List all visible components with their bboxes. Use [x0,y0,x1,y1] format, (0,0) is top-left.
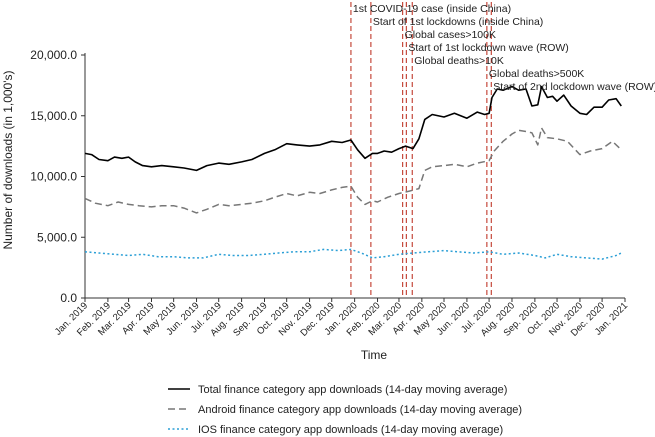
legend-entry: Android finance category app downloads (… [198,404,522,416]
x-axis-label: Time [361,348,388,362]
series-line [84,127,622,214]
legend-entry: Total finance category app downloads (14… [198,384,507,396]
series-line [84,248,622,260]
y-tick-label: 5,000.0 [37,230,77,244]
event-label: Global deaths>500K [489,68,584,80]
event-label: Start of 1st lockdown wave (ROW) [408,42,568,54]
y-tick-label: 20,000.0 [30,48,77,62]
y-axis: 0.0 5,000.0 10,000.0 15,000.0 20,000.0 [30,48,86,305]
legend-entry: IOS finance category app downloads (14-d… [198,424,503,436]
event-label: Global cases>100K [405,29,496,41]
event-label: Start of 2nd lockdown wave (ROW) [493,81,655,93]
event-label: Global deaths>10K [414,55,504,67]
event-lines [350,2,492,298]
legend: Total finance category app downloads (14… [168,384,522,436]
event-labels: 1st COVID-19 case (inside China)Start of… [353,3,655,93]
event-label: 1st COVID-19 case (inside China) [353,3,511,15]
series-line [84,85,622,172]
y-axis-label: Number of downloads (in 1,000's) [1,70,15,249]
y-tick-label: 15,000.0 [30,109,77,123]
event-label: Start of 1st lockdowns (inside China) [373,16,543,28]
y-tick-label: 0.0 [60,291,77,305]
y-tick-label: 10,000.0 [30,170,77,184]
series-lines [84,85,622,260]
